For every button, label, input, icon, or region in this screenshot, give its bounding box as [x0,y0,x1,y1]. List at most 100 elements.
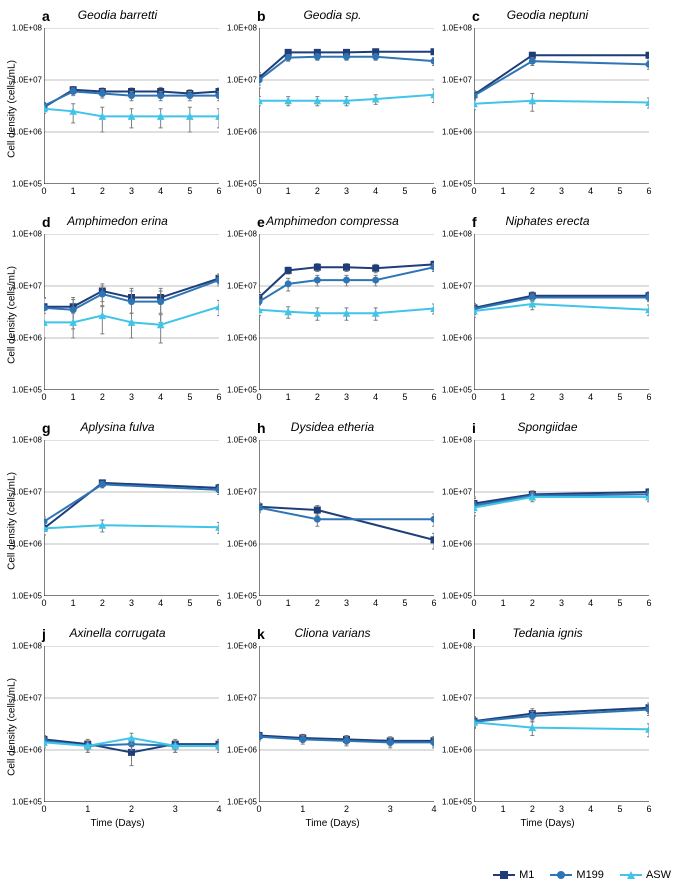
panel-i: iSpongiidae1.0E+051.0E+061.0E+071.0E+080… [440,418,655,624]
series-marker-M199 [373,54,379,60]
y-tick-label: 1.0E+06 [442,128,474,137]
series-marker-M199 [99,91,105,97]
x-tick-label: 6 [646,390,651,402]
legend-item-M1: M1 [493,869,534,881]
legend-label: M1 [519,869,534,881]
chart-svg [44,28,219,184]
x-tick-label: 4 [588,596,593,608]
x-tick-label: 6 [646,802,651,814]
chart-svg [474,234,649,390]
x-tick-label: 2 [100,184,105,196]
plot-area: 1.0E+051.0E+061.0E+071.0E+080123456 [259,234,434,390]
plot-area: 1.0E+051.0E+061.0E+071.0E+080123456 [44,28,219,184]
plot-area: 1.0E+051.0E+061.0E+071.0E+080123456 [259,28,434,184]
chart-svg [259,646,434,802]
series-marker-M199 [314,54,320,60]
x-tick-label: 3 [388,802,393,814]
panel-k: kCliona varians1.0E+051.0E+061.0E+071.0E… [225,624,440,830]
x-tick-label: 3 [344,596,349,608]
panel-title: Geodia sp. [225,8,440,22]
plot-area: 1.0E+051.0E+061.0E+071.0E+0801234 [259,646,434,802]
panel-title: Aplysina fulva [10,420,225,434]
panel-title: Amphimedon compressa [225,214,440,228]
series-marker-M199 [431,264,434,270]
chart-svg [259,234,434,390]
series-marker-M199 [187,93,193,99]
panel-d: dAmphimedon erina1.0E+051.0E+061.0E+071.… [10,212,225,418]
series-marker-M199 [99,481,105,487]
x-tick-label: 4 [158,390,163,402]
x-tick-label: 2 [344,802,349,814]
panel-l: lTedania ignis1.0E+051.0E+061.0E+071.0E+… [440,624,655,830]
panel-title: Axinella corrugata [10,626,225,640]
x-tick-label: 4 [588,184,593,196]
x-tick-label: 5 [402,184,407,196]
series-marker-M1 [344,264,350,270]
chart-svg [44,234,219,390]
series-marker-M1 [373,265,379,271]
y-tick-label: 1.0E+08 [442,642,474,651]
y-tick-label: 1.0E+05 [227,180,259,189]
series-marker-M199 [300,736,306,742]
x-tick-label: 0 [256,390,261,402]
series-marker-M199 [129,93,135,99]
y-tick-label: 1.0E+07 [227,488,259,497]
x-tick-label: 0 [41,596,46,608]
x-tick-label: 1 [286,184,291,196]
x-tick-label: 5 [617,596,622,608]
plot-area: 1.0E+051.0E+061.0E+071.0E+080123456 [259,440,434,596]
y-tick-label: 1.0E+08 [227,436,259,445]
y-tick-label: 1.0E+08 [442,24,474,33]
panel-title: Geodia neptuni [440,8,655,22]
x-tick-label: 3 [129,596,134,608]
x-tick-label: 1 [85,802,90,814]
chart-svg [44,646,219,802]
series-marker-M199 [529,713,535,719]
y-tick-label: 1.0E+08 [227,230,259,239]
x-tick-label: 1 [501,802,506,814]
y-tick-label: 1.0E+08 [227,642,259,651]
series-marker-M1 [314,264,320,270]
series-marker-M199 [431,58,434,64]
chart-svg [474,28,649,184]
x-tick-label: 6 [431,184,436,196]
x-tick-label: 3 [559,802,564,814]
y-tick-label: 1.0E+08 [227,24,259,33]
x-tick-label: 5 [617,184,622,196]
series-marker-M1 [314,507,320,513]
series-marker-M199 [431,516,434,522]
x-tick-label: 2 [530,184,535,196]
series-marker-M199 [314,277,320,283]
y-tick-label: 1.0E+08 [12,642,44,651]
y-tick-label: 1.0E+08 [12,230,44,239]
series-marker-M199 [44,305,47,311]
y-tick-label: 1.0E+05 [227,592,259,601]
panel-title: Amphimedon erina [10,214,225,228]
series-marker-M199 [646,707,649,713]
x-tick-label: 1 [286,596,291,608]
x-tick-label: 3 [129,184,134,196]
y-tick-label: 1.0E+07 [442,282,474,291]
series-marker-M199 [216,277,219,283]
y-tick-label: 1.0E+06 [227,540,259,549]
x-tick-label: 4 [373,390,378,402]
x-tick-label: 1 [71,596,76,608]
plot-area: 1.0E+051.0E+061.0E+071.0E+0801234 [44,646,219,802]
x-tick-label: 2 [100,596,105,608]
legend-item-ASW: ASW [620,869,671,881]
y-tick-label: 1.0E+08 [442,230,474,239]
y-axis-label: Cell density (cells/mL) [7,60,18,158]
series-line-M199 [44,484,219,521]
x-tick-label: 6 [431,390,436,402]
plot-area: 1.0E+051.0E+061.0E+071.0E+080123456 [474,234,649,390]
series-marker-M199 [259,505,262,511]
plot-area: 1.0E+051.0E+061.0E+071.0E+080123456 [474,440,649,596]
plot-area: 1.0E+051.0E+061.0E+071.0E+080123456 [474,28,649,184]
x-tick-label: 0 [41,390,46,402]
x-tick-label: 6 [216,596,221,608]
x-tick-label: 2 [530,390,535,402]
y-tick-label: 1.0E+07 [442,694,474,703]
series-marker-M199 [158,93,164,99]
series-marker-M199 [344,54,350,60]
series-marker-M199 [314,516,320,522]
